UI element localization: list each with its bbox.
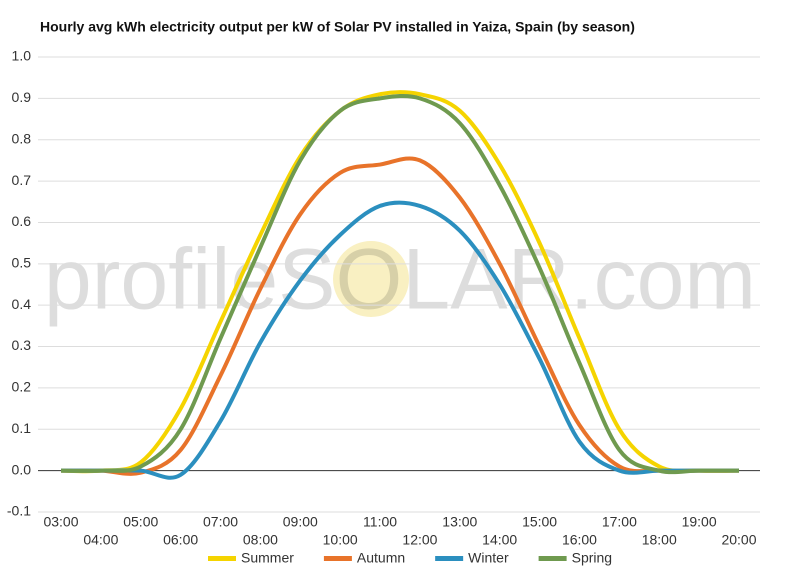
legend-label: Spring — [572, 550, 612, 566]
series-line — [60, 94, 739, 475]
y-tick-label: -0.1 — [7, 503, 31, 519]
watermark-sun — [333, 241, 409, 317]
x-tick-label: 18:00 — [642, 532, 677, 548]
watermark: profileSOLAR.com — [44, 232, 756, 328]
x-tick-label: 13:00 — [442, 514, 477, 530]
y-tick-label: 0.0 — [12, 461, 32, 477]
y-tick-label: 0.5 — [12, 255, 32, 271]
y-tick-label: 0.9 — [12, 89, 32, 105]
series-line — [60, 90, 740, 474]
legend-label: Winter — [468, 550, 509, 566]
y-tick-label: 0.4 — [12, 296, 32, 312]
y-tick-label: 0.8 — [12, 130, 32, 146]
x-tick-label: 10:00 — [323, 532, 358, 548]
legend-swatch — [435, 556, 464, 561]
x-tick-label: 17:00 — [602, 514, 637, 530]
x-tick-label: 06:00 — [163, 532, 198, 548]
y-tick-label: 0.1 — [12, 420, 32, 436]
x-tick-label: 05:00 — [123, 514, 158, 530]
legend-label: Autumn — [357, 550, 405, 566]
x-tick-label: 14:00 — [482, 532, 517, 548]
x-tick-label: 19:00 — [682, 514, 717, 530]
y-tick-label: 0.7 — [12, 172, 32, 188]
y-tick-label: 0.6 — [12, 213, 32, 229]
y-tick-label: 1.0 — [12, 48, 32, 64]
legend-swatch — [323, 556, 352, 561]
x-tick-label: 09:00 — [283, 514, 318, 530]
x-tick-label: 16:00 — [562, 532, 597, 548]
y-tick-label: 0.3 — [12, 337, 32, 353]
chart-title: Hourly avg kWh electricity output per kW… — [40, 19, 635, 35]
x-tick-label: 20:00 — [721, 532, 756, 548]
x-tick-label: 12:00 — [402, 532, 437, 548]
x-tick-label: 03:00 — [43, 514, 78, 530]
x-tick-label: 04:00 — [83, 532, 118, 548]
x-tick-label: 08:00 — [243, 532, 278, 548]
x-tick-label: 11:00 — [363, 514, 397, 530]
series-line — [60, 156, 739, 476]
x-tick-label: 15:00 — [522, 514, 557, 530]
y-tick-label: 0.2 — [12, 379, 32, 395]
legend-swatch — [538, 556, 567, 561]
legend-label: Summer — [241, 550, 294, 566]
x-tick-label: 07:00 — [203, 514, 238, 530]
series-line — [60, 200, 739, 480]
legend-swatch — [208, 556, 236, 561]
